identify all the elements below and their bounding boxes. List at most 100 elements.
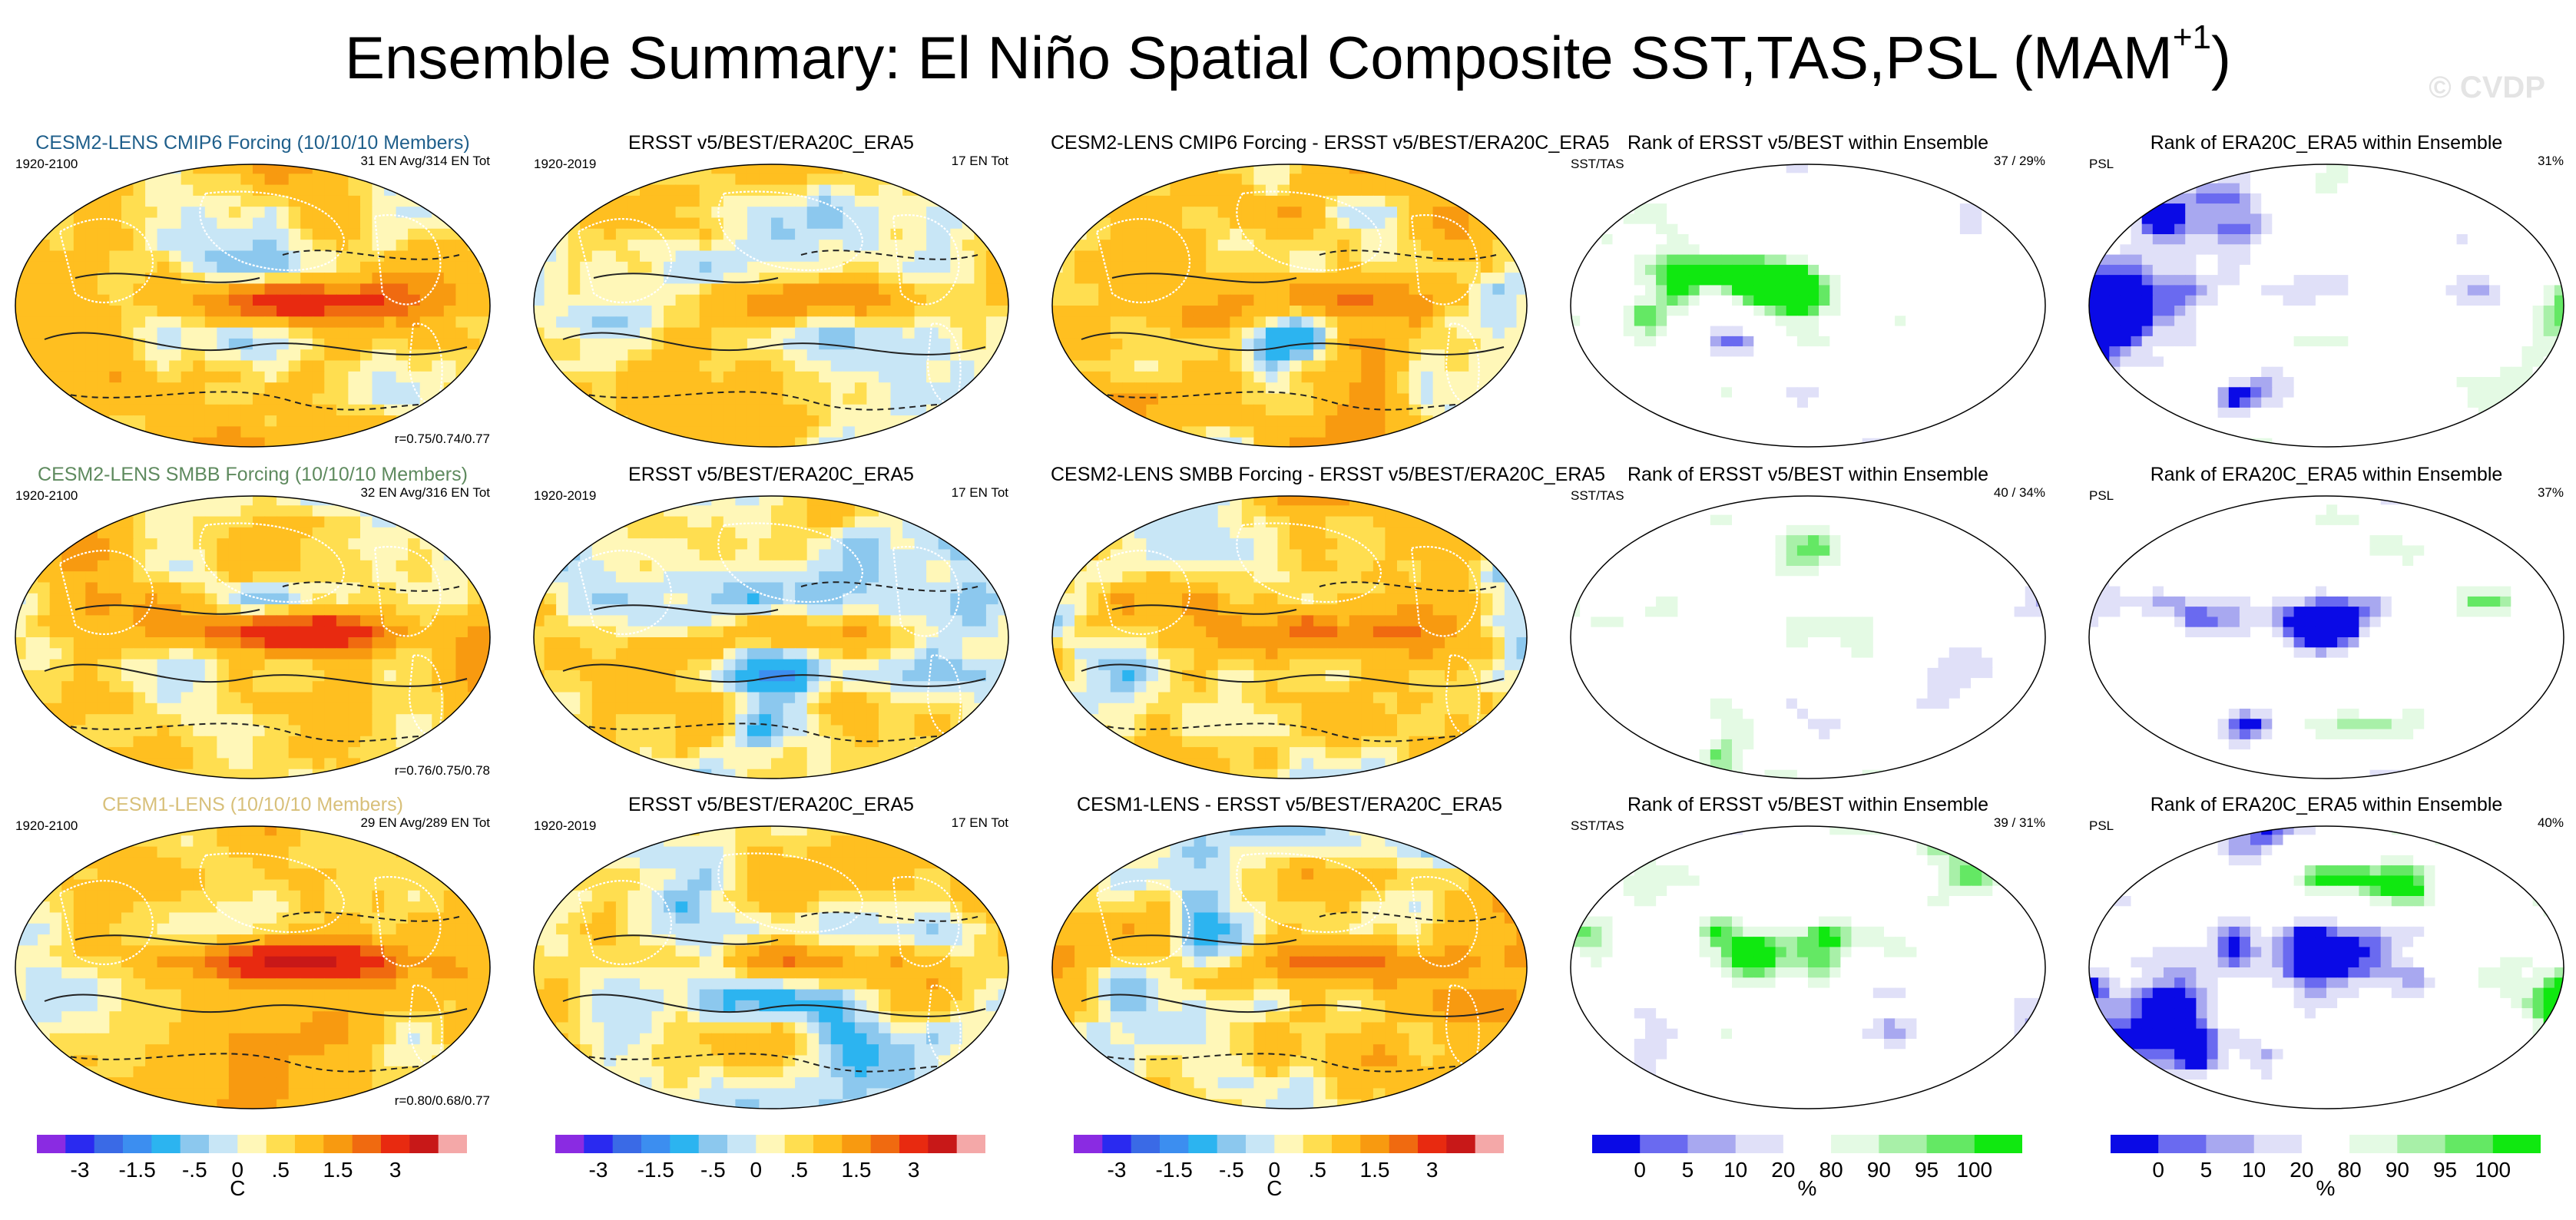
map-cell xyxy=(2131,203,2143,214)
map-cell xyxy=(253,360,266,372)
map-cell xyxy=(1206,404,1219,416)
map-cell xyxy=(902,327,916,339)
map-cell xyxy=(1710,164,1722,174)
map-cell xyxy=(950,228,963,240)
map-cell xyxy=(1253,164,1266,174)
map-cell xyxy=(467,338,481,350)
map-cell xyxy=(1480,261,1493,273)
map-cell xyxy=(1074,316,1088,329)
map-cell xyxy=(1290,371,1303,383)
map-cell xyxy=(1645,377,1657,388)
map-border xyxy=(15,164,491,448)
map-cell xyxy=(2272,173,2283,184)
map-cell xyxy=(675,338,688,350)
map-cell xyxy=(1468,382,1482,395)
map-cell xyxy=(1959,234,1972,245)
map-cell xyxy=(1421,393,1434,405)
map-cell xyxy=(1110,250,1123,263)
title-close: ) xyxy=(2211,24,2231,91)
map-cell xyxy=(1656,285,1667,296)
map-cell xyxy=(914,371,927,383)
map-cell xyxy=(479,349,490,362)
map-cell xyxy=(1688,326,1700,337)
map-cell xyxy=(217,195,230,207)
map-cell xyxy=(615,164,629,174)
map-cell xyxy=(1456,261,1469,273)
map-cell xyxy=(2326,275,2338,286)
map-cell xyxy=(890,261,903,273)
map-cell xyxy=(1634,183,1646,194)
map-cell xyxy=(1206,306,1219,317)
map-cell xyxy=(408,207,421,219)
map-cell xyxy=(157,306,170,317)
map-cell xyxy=(687,184,700,197)
map-cell xyxy=(1623,336,1635,347)
map-cell xyxy=(2120,295,2132,306)
map-cell xyxy=(759,217,772,230)
map-cell xyxy=(2380,183,2392,194)
map-cell xyxy=(1158,283,1171,296)
map-cell xyxy=(61,437,74,447)
map-cell xyxy=(675,164,688,174)
map-cell xyxy=(2456,244,2468,256)
map-cell xyxy=(1146,240,1159,252)
map-cell xyxy=(2272,275,2283,286)
map-cell xyxy=(1122,306,1135,317)
map-cell xyxy=(2435,203,2447,214)
map-cell xyxy=(699,404,712,416)
map-cell xyxy=(1062,283,1075,296)
map-cell xyxy=(2014,244,2026,256)
map-cell xyxy=(1906,164,1917,174)
map-cell xyxy=(2185,193,2197,204)
map-cell xyxy=(711,294,724,306)
map-cell xyxy=(1732,223,1743,235)
map-cell xyxy=(1971,193,1982,204)
map-cell xyxy=(2207,264,2219,276)
map-cell xyxy=(2003,387,2015,398)
map-cell xyxy=(1884,418,1896,428)
map-cell xyxy=(1134,327,1147,339)
map-cell xyxy=(1062,217,1075,230)
map-cell xyxy=(2380,254,2392,266)
map-cell xyxy=(604,306,617,317)
map-cell xyxy=(193,382,206,395)
map-cell xyxy=(1819,223,1830,235)
map-cell xyxy=(240,283,253,296)
map-cell xyxy=(723,306,736,317)
map-cell xyxy=(1710,285,1722,296)
map-cell xyxy=(85,240,98,252)
map-cell xyxy=(1158,404,1171,416)
map-cell xyxy=(640,294,653,306)
map-cell xyxy=(1290,217,1303,230)
map-cell xyxy=(169,415,182,427)
map-cell xyxy=(2402,234,2414,245)
map-cell xyxy=(615,382,629,395)
map-cell xyxy=(432,250,445,263)
map-cell xyxy=(675,306,688,317)
map-cell xyxy=(1361,283,1374,296)
map-cell xyxy=(1468,207,1482,219)
map-cell xyxy=(664,217,677,230)
map-cell xyxy=(1253,349,1266,362)
map-cell xyxy=(1872,213,1885,225)
map-cell xyxy=(121,283,134,296)
map-cell xyxy=(1086,195,1099,207)
map-cell xyxy=(556,217,569,230)
map-cell xyxy=(2014,377,2026,388)
map-cell xyxy=(544,404,557,416)
map-cell xyxy=(180,261,194,273)
map-cell xyxy=(1349,184,1362,197)
map-cell xyxy=(2369,183,2382,194)
map-cell xyxy=(264,217,277,230)
map-cell xyxy=(1786,254,1798,266)
map-cell xyxy=(1720,336,1733,347)
map-cell xyxy=(1591,438,1602,447)
map-cell xyxy=(408,174,421,186)
map-cell xyxy=(419,338,432,350)
map-cell xyxy=(240,240,253,252)
map-cell xyxy=(615,426,629,438)
map-cell xyxy=(193,217,206,230)
map-cell xyxy=(1265,207,1279,219)
map-cell xyxy=(1432,306,1445,317)
map-cell xyxy=(2478,264,2490,276)
